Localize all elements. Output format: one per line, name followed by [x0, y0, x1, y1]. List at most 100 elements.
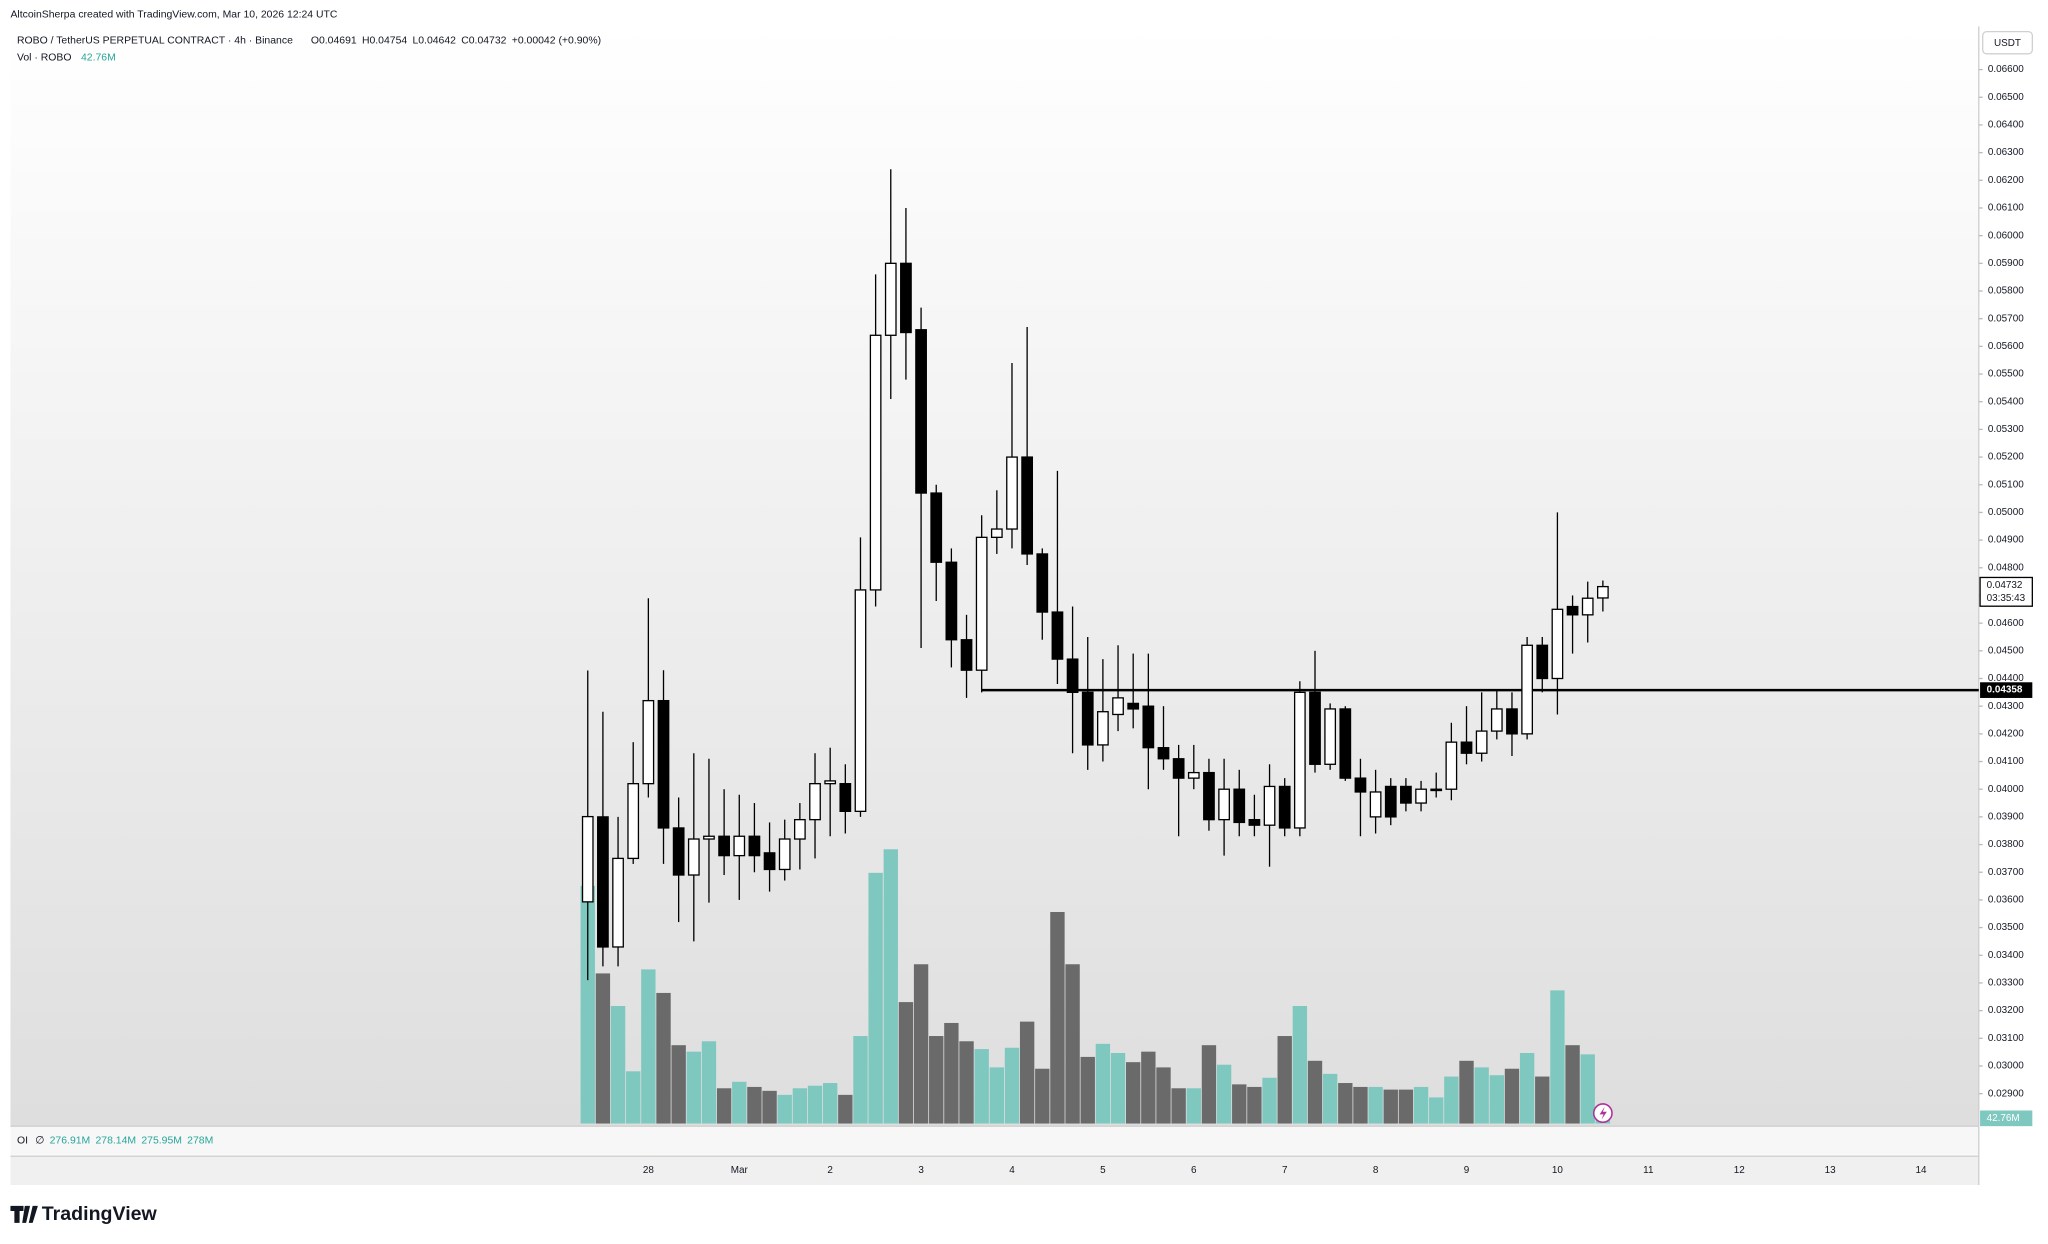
candle-body	[1309, 691, 1321, 765]
candle-body	[945, 561, 958, 641]
candle-body	[990, 528, 1003, 538]
candle-body	[1278, 785, 1291, 829]
level-tag	[1980, 682, 2033, 698]
candle-body	[597, 816, 609, 948]
volume-bar	[1413, 1086, 1429, 1124]
volume-bar	[1322, 1073, 1338, 1124]
volume-bar	[1247, 1086, 1262, 1124]
candle-body	[1415, 788, 1427, 804]
volume-bar	[1141, 1051, 1156, 1124]
candle-body	[581, 815, 594, 903]
oi-values: 276.91M 278.14M 275.95M 278M	[50, 1135, 214, 1146]
x-tick-label: 2	[827, 1165, 833, 1176]
volume-bar	[989, 1067, 1005, 1124]
volume-bar	[883, 849, 898, 1124]
candle-body	[930, 492, 943, 563]
volume-bar	[898, 1002, 914, 1124]
candle-body	[703, 835, 715, 840]
candle-body	[763, 852, 776, 871]
x-tick-label: 5	[1100, 1165, 1106, 1176]
oi-symbol: ∅	[35, 1135, 44, 1146]
volume-bar	[974, 1049, 989, 1124]
volume-bar	[1126, 1062, 1141, 1124]
volume-bar	[1186, 1088, 1201, 1124]
volume-tag	[1980, 1110, 2033, 1127]
oi-pane	[10, 1126, 1979, 1155]
candle-body	[1551, 608, 1564, 680]
currency-box[interactable]	[1982, 30, 2033, 55]
y-tick-label: 0.03100	[1988, 1033, 2024, 1044]
candle-body	[1460, 741, 1473, 754]
candle-body	[1066, 658, 1079, 693]
y-tick-label: 0.03500	[1988, 922, 2024, 933]
x-tick-label: 14	[1916, 1165, 1928, 1176]
volume-bar	[626, 1071, 641, 1124]
volume-tag-value: 42.76M	[1987, 1113, 2020, 1124]
ohlc-value: C0.04732	[461, 36, 506, 47]
candle-body	[627, 783, 640, 860]
oi-title: OI	[17, 1135, 28, 1146]
candle-body	[718, 835, 730, 857]
y-tick-label: 0.04100	[1988, 756, 2024, 767]
x-tick-label: 12	[1734, 1165, 1746, 1176]
main-pane	[10, 26, 1979, 1127]
candle-body	[1596, 585, 1609, 599]
ohlc-legend: O0.04691 H0.04754 L0.04642 C0.04732 +0.00042…	[311, 36, 601, 47]
volume-bar	[822, 1083, 838, 1124]
y-tick-label: 0.03600	[1988, 895, 2024, 906]
y-tick-label: 0.06200	[1988, 175, 2024, 186]
volume-bar	[1050, 912, 1065, 1124]
candle-body	[793, 818, 806, 840]
candle-body	[1142, 705, 1155, 749]
y-tick-label: 0.06100	[1988, 203, 2024, 214]
volume-bar	[1519, 1052, 1535, 1124]
candle-body	[1218, 788, 1230, 821]
volume-bar	[913, 964, 929, 1124]
volume-bar	[1292, 1006, 1308, 1124]
candle-body	[1293, 691, 1306, 829]
volume-bar	[1368, 1086, 1383, 1124]
ohlc-value: +0.00042 (+0.90%)	[512, 36, 601, 47]
volume-bar	[762, 1090, 777, 1124]
y-tick-label: 0.06000	[1988, 230, 2024, 241]
volume-bar	[1504, 1068, 1520, 1124]
volume-name: Vol · ROBO	[17, 53, 72, 64]
logo-text: TradingView	[42, 1203, 158, 1225]
y-tick-label: 0.05500	[1988, 369, 2024, 380]
candle-body	[1581, 597, 1594, 616]
volume-bar	[747, 1086, 762, 1124]
volume-bar	[1353, 1086, 1368, 1124]
candle-body	[1051, 611, 1064, 660]
candle-body	[1339, 708, 1352, 779]
candle-body	[1445, 741, 1458, 790]
candle-body	[824, 780, 837, 785]
volume-bar	[1262, 1077, 1277, 1124]
y-tick-label: 0.04800	[1988, 562, 2024, 573]
alert-icon	[1599, 1106, 1607, 1120]
oi-value: 278.14M	[95, 1135, 136, 1146]
candle-body	[1036, 553, 1049, 613]
y-tick-label: 0.05600	[1988, 341, 2024, 352]
volume-bar	[853, 1036, 868, 1124]
candle-body	[854, 589, 867, 812]
candle-body	[1430, 788, 1443, 792]
candle-body	[1006, 456, 1018, 530]
candle-body	[1490, 708, 1503, 732]
candle-body	[1233, 788, 1246, 824]
candle-body	[1157, 747, 1170, 760]
candle-body	[1127, 702, 1140, 710]
candle-body	[1506, 708, 1518, 735]
x-tick-label: 6	[1191, 1165, 1197, 1176]
candle-body	[1263, 785, 1276, 826]
volume-bar	[1474, 1067, 1489, 1124]
candle-body	[1566, 605, 1579, 616]
candle-body	[778, 838, 791, 871]
volume-bar	[1065, 964, 1080, 1124]
y-tick-label: 0.04300	[1988, 701, 2024, 712]
volume-bar	[1110, 1052, 1126, 1124]
volume-bar	[1080, 1056, 1095, 1124]
volume-bar	[1383, 1089, 1398, 1124]
candle-body	[1203, 771, 1215, 821]
